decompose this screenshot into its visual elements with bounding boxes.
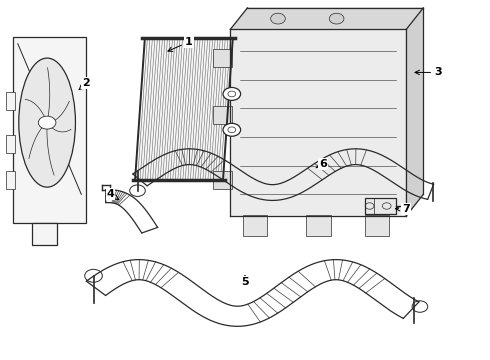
Bar [5,135,15,153]
Circle shape [223,123,241,136]
Circle shape [130,185,146,197]
Bar [5,171,15,189]
Bar [213,107,232,125]
Polygon shape [135,39,233,180]
Bar [306,215,331,235]
Bar [5,92,15,110]
Text: 2: 2 [79,78,90,90]
Ellipse shape [19,58,75,187]
Bar [365,215,389,235]
Bar [365,198,396,214]
Text: 6: 6 [316,159,327,169]
Bar [213,171,232,189]
Bar [13,37,86,223]
Circle shape [85,269,102,282]
Circle shape [38,116,56,129]
Circle shape [270,13,285,24]
Bar [243,215,267,235]
Text: 1: 1 [168,37,193,51]
Polygon shape [406,8,423,216]
Text: 5: 5 [241,276,249,287]
Polygon shape [230,8,423,30]
Circle shape [329,13,344,24]
Circle shape [223,87,241,100]
Text: 7: 7 [395,204,410,214]
Circle shape [412,301,428,312]
Bar [32,223,57,244]
Text: 3: 3 [415,67,442,77]
Polygon shape [230,30,406,216]
Text: 4: 4 [107,189,119,199]
Bar [213,49,232,67]
